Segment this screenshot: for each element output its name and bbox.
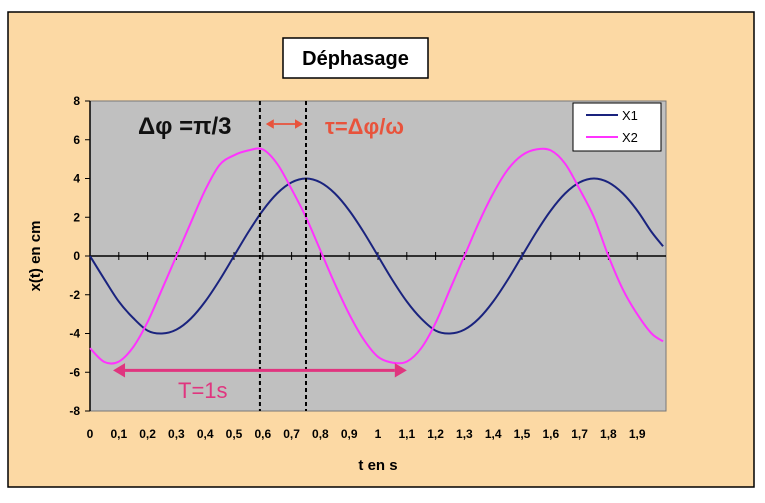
x-tick-label: 1,8 [600, 427, 617, 441]
x-axis-label: t en s [358, 457, 397, 474]
chart-title: Déphasage [302, 48, 409, 70]
legend: X1 X2 [572, 102, 662, 152]
x-tick-labels: 0 0,1 0,2 0,3 0,4 0,5 0,6 0,7 0,8 0,9 1 1,1 1,2 1,3 1,… [87, 427, 646, 441]
legend-box [572, 102, 662, 152]
x-tick-label: 1,7 [571, 427, 588, 441]
legend-label-x1: X1 [622, 108, 638, 123]
series-line-x1 [89, 177, 664, 335]
x-tick-label: 1,3 [456, 427, 473, 441]
series-lines [89, 147, 664, 365]
y-tick-label: -2 [69, 288, 80, 302]
x-tick-label: 0,8 [312, 427, 329, 441]
x-tick-label: 0 [87, 427, 94, 441]
tau-annotation: τ=Δφ/ω [325, 114, 404, 139]
y-tick-label: -4 [69, 327, 80, 341]
tau-arrow [265, 119, 303, 129]
x-tick-label: 1,9 [629, 427, 646, 441]
x-tick-label: 1 [375, 427, 382, 441]
period-arrow [113, 363, 407, 378]
tau-arrow-head-left [265, 119, 274, 129]
period-annotation: T=1s [178, 378, 228, 403]
x-tick-label: 1,5 [514, 427, 531, 441]
x-tick-label: 0,6 [254, 427, 271, 441]
x-tick-label: 0,5 [226, 427, 243, 441]
marker-lines [113, 101, 407, 411]
y-tick-label: 8 [73, 94, 80, 108]
period-arrow-head-right [394, 363, 407, 378]
y-tick-label: 6 [73, 133, 80, 147]
x-tick-label: 0,2 [139, 427, 156, 441]
period-arrow-head-left [113, 363, 126, 378]
series-line-x2 [89, 147, 664, 365]
y-tick-label: -6 [69, 365, 80, 379]
y-tick-label: -8 [69, 404, 80, 418]
delta-phi-annotation: Δφ =π/3 [138, 113, 232, 140]
y-tick-labels: -8 -6 -4 -2 0 2 4 6 8 [69, 94, 80, 418]
x-tick-label: 0,1 [110, 427, 127, 441]
x-tick-label: 0,4 [197, 427, 214, 441]
x-tick-label: 0,9 [341, 427, 358, 441]
x-tick-label: 1,1 [398, 427, 415, 441]
x-tick-label: 0,3 [168, 427, 185, 441]
legend-label-x2: X2 [622, 130, 638, 145]
y-axis-label: x(t) en cm [27, 221, 44, 292]
y-tick-label: 4 [73, 172, 80, 186]
x-tick-label: 1,6 [542, 427, 559, 441]
x-tick-label: 1,4 [485, 427, 502, 441]
title-box [282, 37, 429, 79]
y-tick-label: 2 [73, 210, 80, 224]
x-tick-label: 0,7 [283, 427, 300, 441]
tau-arrow-head-right [295, 119, 303, 129]
y-tick-label: 0 [73, 249, 80, 263]
x-tick-label: 1,2 [427, 427, 444, 441]
